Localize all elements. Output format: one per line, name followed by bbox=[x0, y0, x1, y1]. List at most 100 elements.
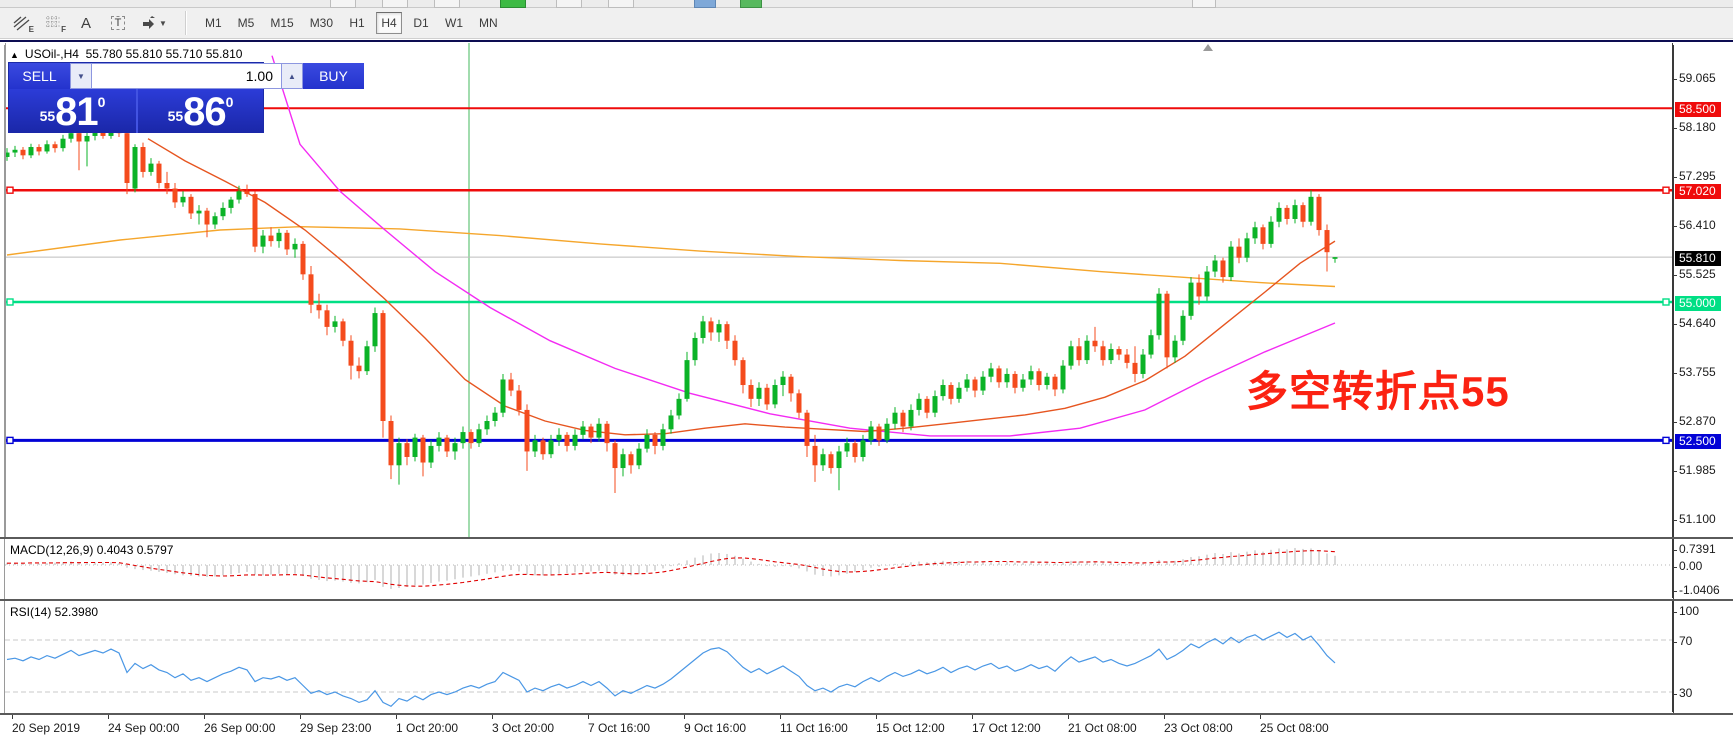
timeframe-button-m15[interactable]: M15 bbox=[270, 16, 294, 30]
partial-toolbar-button bbox=[1192, 0, 1216, 8]
date-axis-tick bbox=[684, 715, 685, 719]
toolbar-separator bbox=[185, 11, 186, 35]
rsi-label: RSI(14) 52.3980 bbox=[10, 605, 99, 619]
candle bbox=[436, 437, 442, 446]
candle bbox=[908, 409, 914, 427]
candle bbox=[404, 443, 410, 457]
timeframes-toolbar: M1 M5 M15 M30 H1 H4 D1 W1 MN bbox=[191, 8, 512, 38]
candle bbox=[1076, 346, 1082, 361]
candle bbox=[1332, 257, 1338, 259]
text-tool-icon[interactable]: A bbox=[80, 14, 91, 32]
candle bbox=[820, 454, 826, 466]
candle bbox=[612, 443, 618, 469]
candle bbox=[60, 138, 66, 149]
plot-left-border bbox=[4, 45, 5, 754]
text-label-tool-icon[interactable]: T bbox=[104, 11, 132, 35]
symbol-collapse-icon[interactable]: ▲ bbox=[10, 50, 19, 60]
equidistant-channel-icon[interactable]: E bbox=[8, 11, 36, 35]
price-axis-tick bbox=[1673, 79, 1677, 80]
candle bbox=[1276, 207, 1282, 222]
volume-decrease-button[interactable]: ▼ bbox=[70, 63, 92, 89]
volume-input[interactable] bbox=[92, 63, 281, 89]
chart-shift-icon bbox=[1203, 44, 1213, 51]
candle bbox=[420, 437, 426, 463]
candle bbox=[324, 310, 330, 327]
volume-increase-button[interactable]: ▲ bbox=[281, 63, 303, 89]
candle bbox=[932, 396, 938, 413]
candle bbox=[132, 147, 138, 189]
arrow-styles-icon[interactable]: ▼ bbox=[136, 11, 172, 35]
candle bbox=[276, 232, 282, 242]
date-axis-tick bbox=[492, 715, 493, 719]
candle bbox=[708, 321, 714, 333]
candle bbox=[76, 133, 82, 142]
timeframe-button-h1[interactable]: H1 bbox=[349, 16, 365, 30]
candle bbox=[564, 434, 570, 446]
price-axis-tick bbox=[1673, 470, 1677, 472]
candle bbox=[1044, 376, 1050, 386]
buy-price-display[interactable]: 55 86 0 bbox=[136, 89, 263, 133]
candle bbox=[732, 340, 738, 361]
timeframe-button-w1[interactable]: W1 bbox=[445, 16, 464, 30]
date-axis-label: 7 Oct 16:00 bbox=[588, 721, 651, 735]
candle bbox=[156, 163, 162, 183]
main-chart-plot[interactable] bbox=[5, 43, 1673, 537]
price-axis-tick bbox=[1673, 274, 1677, 276]
candle bbox=[380, 313, 386, 422]
ma-mid-magenta bbox=[271, 55, 1336, 437]
rsi-axis-label: 30 bbox=[1679, 686, 1693, 700]
sell-button[interactable]: SELL bbox=[9, 63, 70, 89]
timeframe-button-h4[interactable]: H4 bbox=[376, 12, 403, 34]
sell-price-display[interactable]: 55 81 0 bbox=[9, 89, 136, 133]
candle bbox=[1180, 315, 1186, 341]
fibo-grid-icon[interactable]: F bbox=[46, 16, 66, 34]
candle bbox=[364, 346, 370, 372]
timeframe-button-m1[interactable]: M1 bbox=[205, 16, 222, 30]
date-axis-label: 29 Sep 23:00 bbox=[300, 721, 372, 735]
candle bbox=[1068, 346, 1074, 366]
candle bbox=[84, 135, 90, 142]
date-axis[interactable]: 20 Sep 2019 24 Sep 00:00 26 Sep 00:00 29 Se… bbox=[0, 713, 1733, 754]
macd-axis-label: -1.0406 bbox=[1679, 582, 1720, 597]
price-axis-label: 57.295 bbox=[1679, 168, 1716, 183]
candle bbox=[1196, 282, 1202, 297]
buy-button[interactable]: BUY bbox=[303, 63, 364, 89]
timeframe-button-mn[interactable]: MN bbox=[479, 16, 498, 30]
candle bbox=[604, 423, 610, 444]
candle bbox=[20, 149, 26, 156]
date-axis-label: 11 Oct 16:00 bbox=[780, 721, 848, 735]
candle bbox=[860, 440, 866, 457]
timeframe-button-m5[interactable]: M5 bbox=[237, 16, 255, 30]
candle bbox=[812, 445, 818, 466]
price-axis-label: 51.100 bbox=[1679, 511, 1716, 526]
candle bbox=[668, 415, 674, 430]
candle bbox=[980, 376, 986, 391]
candle bbox=[68, 133, 74, 139]
drawing-tools-group: E F A T ▼ bbox=[0, 8, 180, 38]
date-axis-label: 20 Sep 2019 bbox=[12, 721, 81, 735]
macd-window-separator[interactable] bbox=[0, 537, 1733, 539]
candle bbox=[628, 454, 634, 466]
rsi-axis-label: 100 bbox=[1679, 604, 1700, 618]
buy-price-sup: 0 bbox=[225, 94, 234, 110]
candle bbox=[444, 437, 450, 452]
timeframe-button-m30[interactable]: M30 bbox=[309, 16, 334, 30]
ma-slow-orange bbox=[6, 225, 1336, 288]
candle bbox=[740, 360, 746, 386]
candle bbox=[1308, 196, 1314, 222]
candle bbox=[916, 398, 922, 410]
candle bbox=[964, 379, 970, 388]
price-axis-tick bbox=[1673, 372, 1677, 374]
date-axis-label: 21 Oct 08:00 bbox=[1068, 721, 1137, 735]
level-price-tag: 57.020 bbox=[1675, 184, 1721, 200]
timeframe-button-d1[interactable]: D1 bbox=[413, 16, 429, 30]
candle bbox=[900, 412, 906, 427]
candle bbox=[884, 423, 890, 441]
price-axis-label: 53.755 bbox=[1679, 364, 1716, 379]
price-axis-tick bbox=[1673, 127, 1677, 129]
rsi-window-separator[interactable] bbox=[0, 599, 1733, 601]
price-axis-tick bbox=[1673, 550, 1677, 551]
date-axis-tick bbox=[108, 715, 109, 719]
